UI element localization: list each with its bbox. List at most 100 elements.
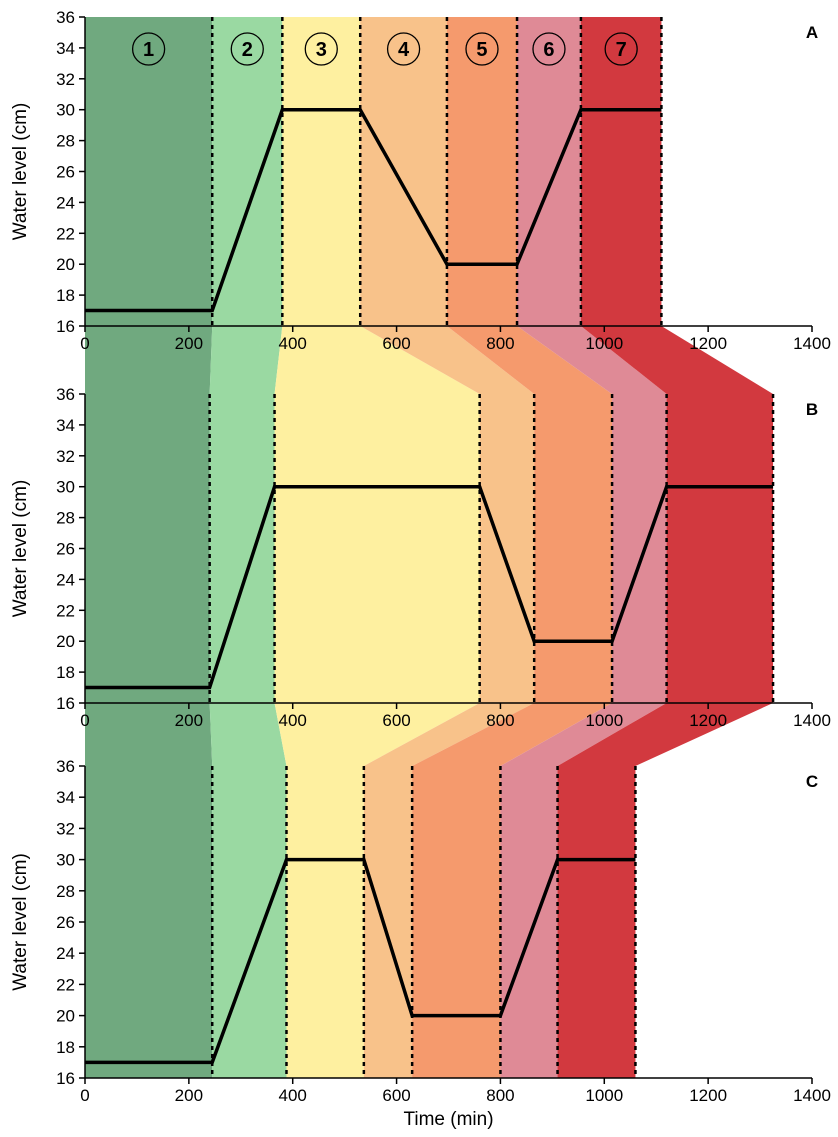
phase-marker-circle-3	[304, 32, 338, 66]
x-tick-label: 600	[382, 1086, 410, 1105]
x-tick-label: 1000	[585, 334, 623, 353]
phase-band-5	[446, 17, 518, 326]
x-axis-label: Time (min)	[403, 1109, 493, 1130]
y-axis-label: Water level (cm)	[10, 853, 31, 991]
y-tick-label: 24	[56, 944, 75, 963]
y-tick-label: 32	[56, 70, 75, 89]
x-tick-label: 1200	[689, 1086, 727, 1105]
y-tick-label: 36	[56, 8, 75, 27]
phase-band-4	[360, 17, 447, 326]
water-level-line	[85, 484, 774, 690]
connector-1-2-phase-1	[85, 326, 213, 394]
phase-number-2: 2	[242, 39, 253, 61]
y-tick-label: 16	[56, 694, 75, 713]
panel-label: A	[806, 23, 818, 42]
y-tick-label: 24	[56, 193, 75, 212]
y-tick-label: 30	[56, 851, 75, 870]
y-tick-label: 20	[56, 255, 75, 274]
phase-band-6	[500, 766, 558, 1078]
y-tick-label: 22	[56, 224, 75, 243]
phase-band-7	[580, 17, 662, 326]
x-tick-label: 800	[486, 1086, 514, 1105]
y-tick-label: 22	[56, 601, 75, 620]
connector-1-2-phase-5	[446, 326, 613, 394]
phase-number-7: 7	[616, 39, 627, 61]
y-tick-label: 32	[56, 447, 75, 466]
y-tick-label: 18	[56, 1038, 75, 1057]
water-level-line	[85, 107, 662, 313]
phase-marker-circle-7	[604, 32, 638, 66]
phase-band-6	[517, 17, 581, 326]
panel-label: C	[806, 772, 818, 791]
y-tick-label: 24	[56, 570, 75, 589]
connector-1-2-phase-3	[274, 326, 480, 394]
x-tick-label: 200	[175, 334, 203, 353]
phase-number-5: 5	[476, 39, 487, 61]
y-axis-label: Water level (cm)	[10, 480, 31, 618]
y-tick-label: 16	[56, 1069, 75, 1088]
x-tick-label: 1400	[793, 334, 831, 353]
connector-2-3-phase-4	[363, 703, 535, 766]
phase-band-1	[85, 394, 210, 703]
x-tick-label: 1000	[585, 711, 623, 730]
panel-label: B	[806, 400, 818, 419]
phase-marker-circle-6	[532, 32, 566, 66]
phase-band-5	[534, 394, 613, 703]
phase-marker-circle-5	[465, 32, 499, 66]
phase-band-3	[282, 17, 361, 326]
x-tick-label: 400	[279, 711, 307, 730]
phase-band-3	[286, 766, 364, 1078]
phase-marker-circle-1	[131, 32, 166, 66]
connector-1-2-phase-2	[209, 326, 283, 394]
y-tick-label: 34	[56, 788, 75, 807]
x-tick-label: 0	[80, 711, 89, 730]
phase-band-6	[612, 394, 667, 703]
x-tick-label: 600	[382, 711, 410, 730]
x-tick-label: 0	[80, 334, 89, 353]
x-tick-label: 1400	[793, 1086, 831, 1105]
y-tick-label: 22	[56, 975, 75, 994]
x-tick-label: 800	[486, 334, 514, 353]
y-tick-label: 26	[56, 913, 75, 932]
phase-number-3: 3	[316, 39, 327, 61]
x-tick-label: 0	[80, 1086, 89, 1105]
y-tick-label: 28	[56, 882, 75, 901]
x-tick-label: 600	[382, 334, 410, 353]
phase-band-1	[85, 766, 213, 1078]
connector-1-2-phase-4	[360, 326, 535, 394]
y-tick-label: 36	[56, 757, 75, 776]
water-level-line	[85, 857, 636, 1065]
y-tick-label: 26	[56, 163, 75, 182]
connector-2-3-phase-7	[557, 703, 774, 766]
phase-number-1: 1	[143, 39, 154, 61]
panel-C: 16 18 20 22 24 26 28 30 32 34 36 0 200 400 600 800 1000 1…	[10, 757, 831, 1105]
y-tick-label: 18	[56, 663, 75, 682]
y-tick-label: 30	[56, 478, 75, 497]
phase-marker-circle-4	[386, 32, 421, 66]
x-tick-label: 200	[175, 1086, 203, 1105]
x-tick-label: 400	[279, 334, 307, 353]
y-tick-label: 18	[56, 286, 75, 305]
x-tick-label: 800	[486, 711, 514, 730]
phase-band-1	[85, 17, 213, 326]
y-tick-label: 26	[56, 540, 75, 559]
connector-2-3-phase-2	[209, 703, 287, 766]
y-tick-label: 34	[56, 416, 75, 435]
phase-number-4: 4	[398, 39, 410, 61]
phase-band-7	[557, 766, 636, 1078]
y-tick-label: 34	[56, 39, 75, 58]
phase-number-6: 6	[543, 39, 554, 61]
y-tick-label: 28	[56, 509, 75, 528]
phase-band-5	[412, 766, 501, 1078]
connector-1-2-phase-7	[580, 326, 774, 394]
x-tick-label: 1000	[585, 1086, 623, 1105]
connector-2-3-phase-5	[412, 703, 613, 766]
connector-2-3-phase-6	[500, 703, 667, 766]
connector-2-3-phase-3	[274, 703, 480, 766]
y-tick-label: 32	[56, 819, 75, 838]
y-tick-label: 20	[56, 632, 75, 651]
phase-band-7	[666, 394, 774, 703]
